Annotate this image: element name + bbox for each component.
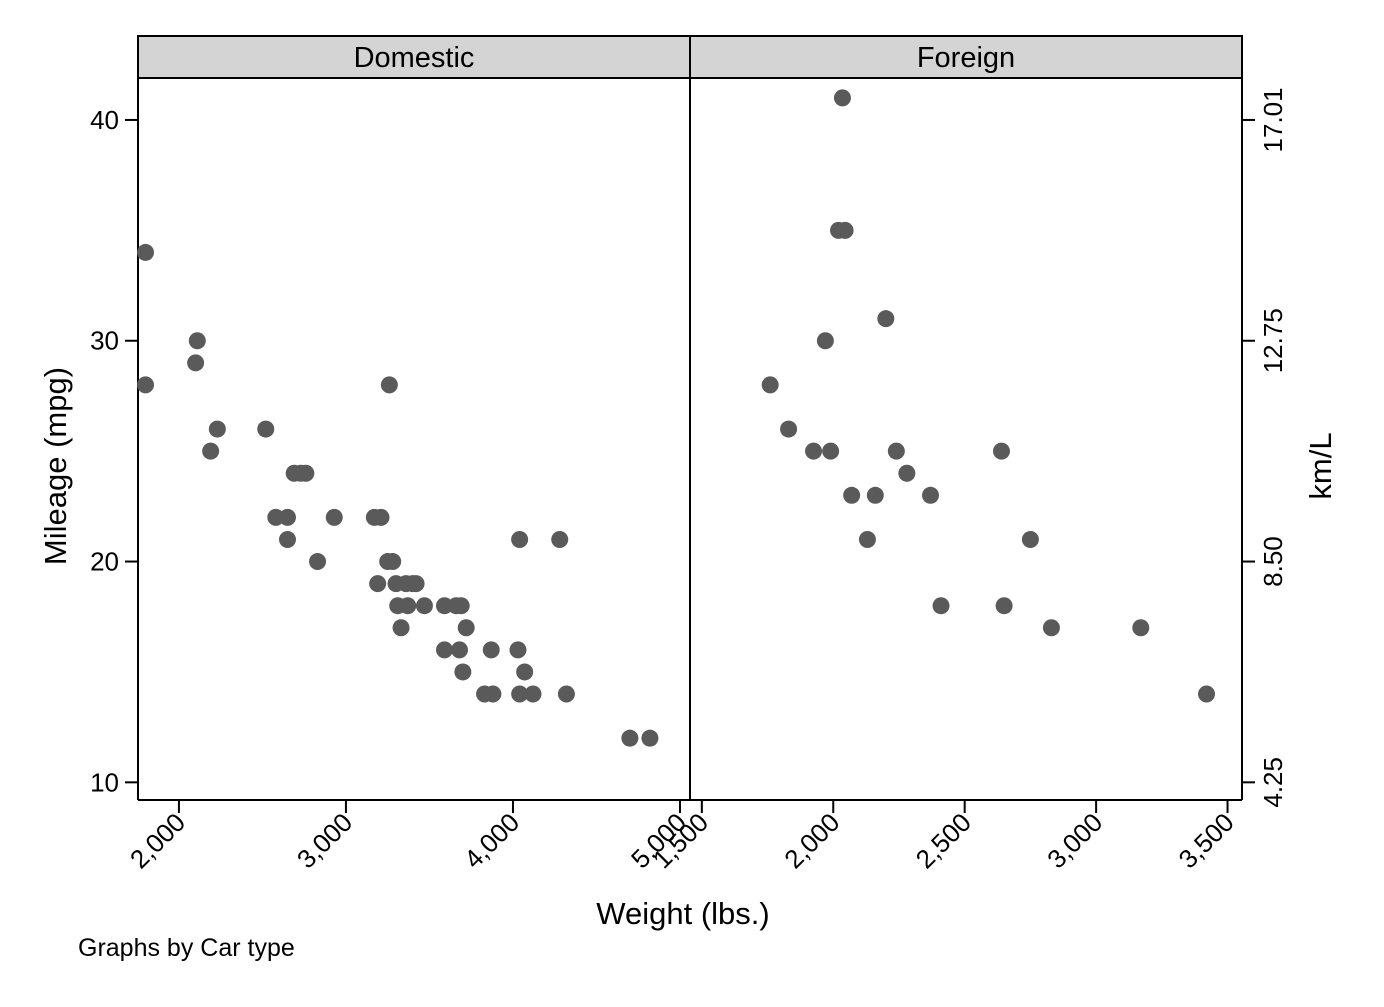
x-tick-label: 3,000 bbox=[1041, 807, 1108, 874]
data-point-domestic bbox=[551, 530, 569, 548]
data-point-domestic bbox=[484, 685, 502, 703]
data-point-domestic bbox=[435, 597, 453, 615]
data-point-foreign bbox=[922, 486, 940, 504]
data-point-domestic bbox=[137, 243, 155, 261]
strip-title-foreign: Foreign bbox=[917, 42, 1015, 74]
y-tick-label: 40 bbox=[90, 105, 119, 135]
data-point-foreign bbox=[843, 486, 861, 504]
data-point-domestic bbox=[621, 729, 639, 747]
data-point-domestic bbox=[297, 464, 315, 482]
data-point-domestic bbox=[369, 575, 387, 593]
y2-tick-label: 8.50 bbox=[1258, 536, 1288, 587]
data-point-domestic bbox=[454, 663, 472, 681]
data-point-domestic bbox=[482, 641, 500, 659]
data-point-foreign bbox=[1042, 619, 1060, 637]
data-point-domestic bbox=[452, 597, 470, 615]
x-axis-title: Weight (lbs.) bbox=[596, 896, 769, 931]
data-point-domestic bbox=[511, 530, 529, 548]
data-point-domestic bbox=[392, 619, 410, 637]
data-point-domestic bbox=[407, 575, 425, 593]
data-point-domestic bbox=[516, 663, 534, 681]
data-point-foreign bbox=[1132, 619, 1150, 637]
data-point-domestic bbox=[399, 597, 417, 615]
y-tick-label: 20 bbox=[90, 547, 119, 577]
data-point-domestic bbox=[267, 508, 285, 526]
x-tick-label: 2,000 bbox=[778, 807, 845, 874]
data-point-foreign bbox=[1198, 685, 1216, 703]
data-point-domestic bbox=[451, 641, 469, 659]
data-point-domestic bbox=[325, 508, 343, 526]
data-point-foreign bbox=[877, 310, 895, 328]
data-point-domestic bbox=[309, 553, 327, 571]
data-point-foreign bbox=[822, 442, 840, 460]
data-point-foreign bbox=[932, 597, 950, 615]
data-point-foreign bbox=[992, 442, 1010, 460]
data-point-foreign bbox=[995, 597, 1013, 615]
data-point-domestic bbox=[557, 685, 575, 703]
x-tick-label: 3,500 bbox=[1173, 807, 1240, 874]
data-point-domestic bbox=[457, 619, 475, 637]
y-tick-label: 10 bbox=[90, 767, 119, 797]
x-tick-label: 2,500 bbox=[910, 807, 977, 874]
data-point-foreign bbox=[833, 89, 851, 107]
data-point-domestic bbox=[511, 685, 529, 703]
data-point-domestic bbox=[202, 442, 220, 460]
data-point-domestic bbox=[257, 420, 275, 438]
data-point-domestic bbox=[208, 420, 226, 438]
data-point-domestic bbox=[278, 530, 296, 548]
data-point-foreign bbox=[805, 442, 823, 460]
data-point-foreign bbox=[866, 486, 884, 504]
data-point-domestic bbox=[641, 729, 659, 747]
x-tick-label: 2,000 bbox=[124, 807, 191, 874]
data-point-domestic bbox=[137, 376, 155, 394]
data-point-domestic bbox=[415, 597, 433, 615]
data-point-domestic bbox=[380, 376, 398, 394]
data-point-domestic bbox=[278, 508, 296, 526]
y-axis-title: Mileage (mpg) bbox=[38, 367, 73, 565]
data-point-foreign bbox=[887, 442, 905, 460]
data-point-foreign bbox=[1021, 530, 1039, 548]
strip-header-foreign bbox=[689, 35, 1243, 79]
graphs-by-note: Graphs by Car type bbox=[78, 934, 295, 962]
x-tick-label: 4,000 bbox=[458, 807, 525, 874]
data-point-domestic bbox=[435, 641, 453, 659]
y2-axis-title: km/L bbox=[1303, 432, 1338, 499]
y2-tick-label: 12.75 bbox=[1258, 308, 1288, 373]
data-point-domestic bbox=[524, 685, 542, 703]
y2-tick-label: 4.25 bbox=[1258, 757, 1288, 808]
y2-tick-label: 17.01 bbox=[1258, 87, 1288, 152]
data-point-domestic bbox=[187, 354, 205, 372]
data-point-foreign bbox=[761, 376, 779, 394]
data-point-domestic bbox=[509, 641, 527, 659]
strip-title-domestic: Domestic bbox=[354, 42, 475, 74]
x-tick-label: 3,000 bbox=[291, 807, 358, 874]
data-point-domestic bbox=[188, 332, 206, 350]
data-point-foreign bbox=[898, 464, 916, 482]
data-point-foreign bbox=[816, 332, 834, 350]
data-point-foreign bbox=[836, 221, 854, 239]
data-point-foreign bbox=[858, 530, 876, 548]
data-point-foreign bbox=[780, 420, 798, 438]
data-point-domestic bbox=[384, 553, 402, 571]
data-point-domestic bbox=[372, 508, 390, 526]
strip-header-domestic bbox=[137, 35, 691, 79]
y-tick-label: 30 bbox=[90, 326, 119, 356]
